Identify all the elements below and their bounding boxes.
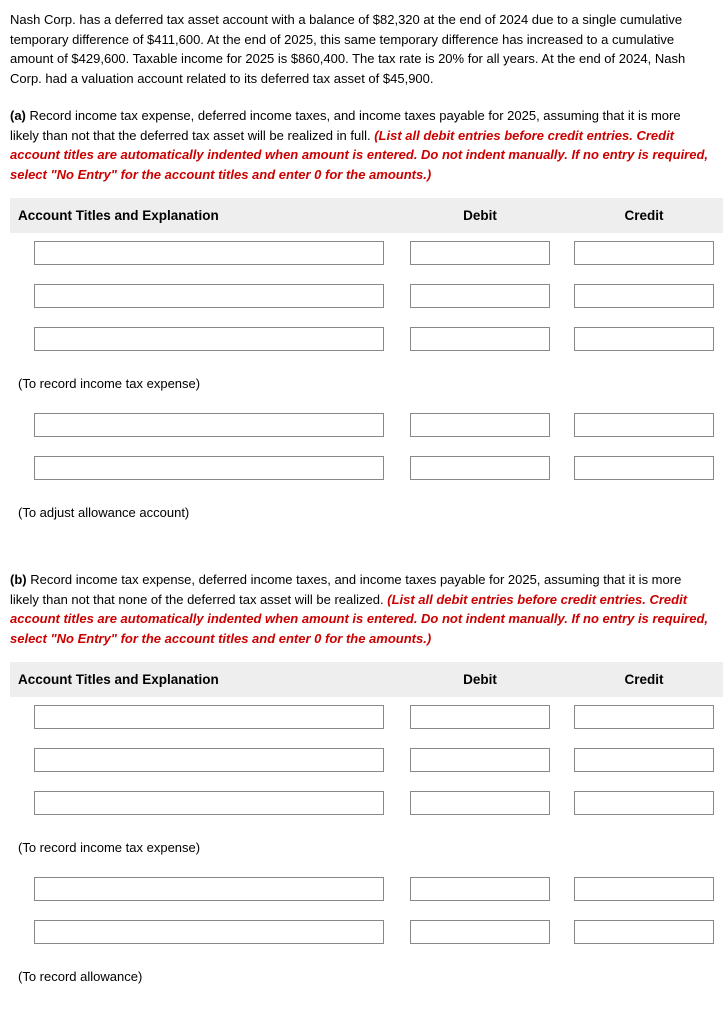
table-row xyxy=(10,740,723,783)
problem-statement: Nash Corp. has a deferred tax asset acco… xyxy=(10,10,713,88)
credit-input[interactable] xyxy=(574,456,714,480)
table-row xyxy=(10,869,723,912)
account-input[interactable] xyxy=(34,705,384,729)
caption-row: (To record allowance) xyxy=(10,955,723,998)
credit-input[interactable] xyxy=(574,413,714,437)
table-row xyxy=(10,319,723,362)
table-row xyxy=(10,697,723,740)
header-debit: Debit xyxy=(398,662,562,697)
table-row xyxy=(10,233,723,276)
part-a-label: (a) xyxy=(10,108,26,123)
credit-input[interactable] xyxy=(574,920,714,944)
debit-input[interactable] xyxy=(410,284,550,308)
credit-input[interactable] xyxy=(574,791,714,815)
caption-row: (To adjust allowance account) xyxy=(10,491,723,534)
table-row xyxy=(10,912,723,955)
debit-input[interactable] xyxy=(410,791,550,815)
header-credit: Credit xyxy=(562,198,723,233)
table-row xyxy=(10,276,723,319)
caption-record-allowance: (To record allowance) xyxy=(10,955,723,998)
header-credit: Credit xyxy=(562,662,723,697)
debit-input[interactable] xyxy=(410,920,550,944)
account-input[interactable] xyxy=(34,877,384,901)
journal-table-b: Account Titles and Explanation Debit Cre… xyxy=(10,662,723,998)
debit-input[interactable] xyxy=(410,327,550,351)
caption-record-income-tax: (To record income tax expense) xyxy=(10,826,723,869)
table-row xyxy=(10,448,723,491)
debit-input[interactable] xyxy=(410,456,550,480)
account-input[interactable] xyxy=(34,284,384,308)
caption-record-income-tax: (To record income tax expense) xyxy=(10,362,723,405)
account-input[interactable] xyxy=(34,413,384,437)
account-input[interactable] xyxy=(34,748,384,772)
credit-input[interactable] xyxy=(574,748,714,772)
table-row xyxy=(10,783,723,826)
table-header-row: Account Titles and Explanation Debit Cre… xyxy=(10,198,723,233)
account-input[interactable] xyxy=(34,241,384,265)
account-input[interactable] xyxy=(34,791,384,815)
account-input[interactable] xyxy=(34,456,384,480)
table-header-row: Account Titles and Explanation Debit Cre… xyxy=(10,662,723,697)
caption-adjust-allowance: (To adjust allowance account) xyxy=(10,491,723,534)
header-debit: Debit xyxy=(398,198,562,233)
header-account-titles: Account Titles and Explanation xyxy=(10,198,398,233)
debit-input[interactable] xyxy=(410,748,550,772)
credit-input[interactable] xyxy=(574,284,714,308)
credit-input[interactable] xyxy=(574,877,714,901)
credit-input[interactable] xyxy=(574,705,714,729)
part-b-label: (b) xyxy=(10,572,27,587)
account-input[interactable] xyxy=(34,920,384,944)
table-row xyxy=(10,405,723,448)
debit-input[interactable] xyxy=(410,241,550,265)
caption-row: (To record income tax expense) xyxy=(10,362,723,405)
caption-row: (To record income tax expense) xyxy=(10,826,723,869)
credit-input[interactable] xyxy=(574,327,714,351)
credit-input[interactable] xyxy=(574,241,714,265)
part-b-intro: (b) Record income tax expense, deferred … xyxy=(10,570,713,648)
journal-table-a: Account Titles and Explanation Debit Cre… xyxy=(10,198,723,534)
debit-input[interactable] xyxy=(410,705,550,729)
debit-input[interactable] xyxy=(410,877,550,901)
header-account-titles: Account Titles and Explanation xyxy=(10,662,398,697)
debit-input[interactable] xyxy=(410,413,550,437)
part-a-intro: (a) Record income tax expense, deferred … xyxy=(10,106,713,184)
account-input[interactable] xyxy=(34,327,384,351)
